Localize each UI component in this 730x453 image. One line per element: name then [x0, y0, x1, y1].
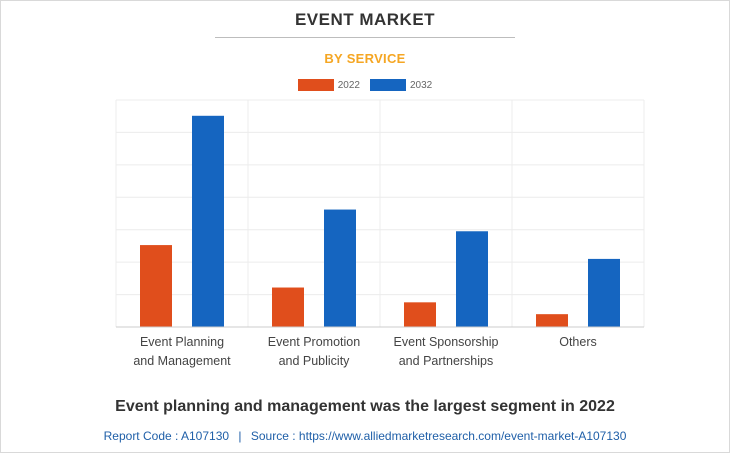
bar-2022-1	[272, 287, 304, 327]
title-divider	[215, 37, 515, 38]
x-tick-label: and Publicity	[279, 354, 351, 368]
footer-separator: |	[238, 429, 242, 443]
legend-item-2032[interactable]: 2032	[370, 79, 432, 91]
bar-2022-0	[140, 245, 172, 327]
bar-2032-2	[456, 231, 488, 327]
legend: 2022 2032	[0, 79, 730, 91]
x-tick-label: Event Planning	[140, 335, 224, 349]
x-tick-label: Others	[559, 335, 597, 349]
footer: Report Code : A107130 | Source : https:/…	[0, 429, 730, 443]
source-link[interactable]: Source : https://www.alliedmarketresearc…	[250, 429, 627, 443]
chart-subtitle: BY SERVICE	[324, 51, 406, 66]
x-tick-label: and Management	[133, 354, 231, 368]
x-tick-label: Event Sponsorship	[394, 335, 499, 349]
bar-2032-1	[324, 209, 356, 327]
bar-2022-2	[404, 302, 436, 327]
chart-headline: Event planning and management was the la…	[115, 398, 615, 415]
legend-label-2032: 2032	[410, 79, 433, 91]
bar-2022-3	[536, 314, 568, 327]
x-tick-label: and Partnerships	[399, 354, 494, 368]
x-tick-label: Event Promotion	[268, 335, 360, 349]
bar-2032-0	[192, 115, 224, 327]
report-code: Report Code : A107130	[103, 429, 230, 443]
legend-swatch-2022	[297, 79, 334, 91]
chart-title: EVENT MARKET	[294, 10, 436, 29]
legend-label-2022: 2022	[337, 79, 360, 91]
bar-2032-3	[588, 258, 620, 327]
legend-swatch-2032	[370, 79, 406, 91]
legend-item-2022[interactable]: 2022	[297, 79, 360, 91]
